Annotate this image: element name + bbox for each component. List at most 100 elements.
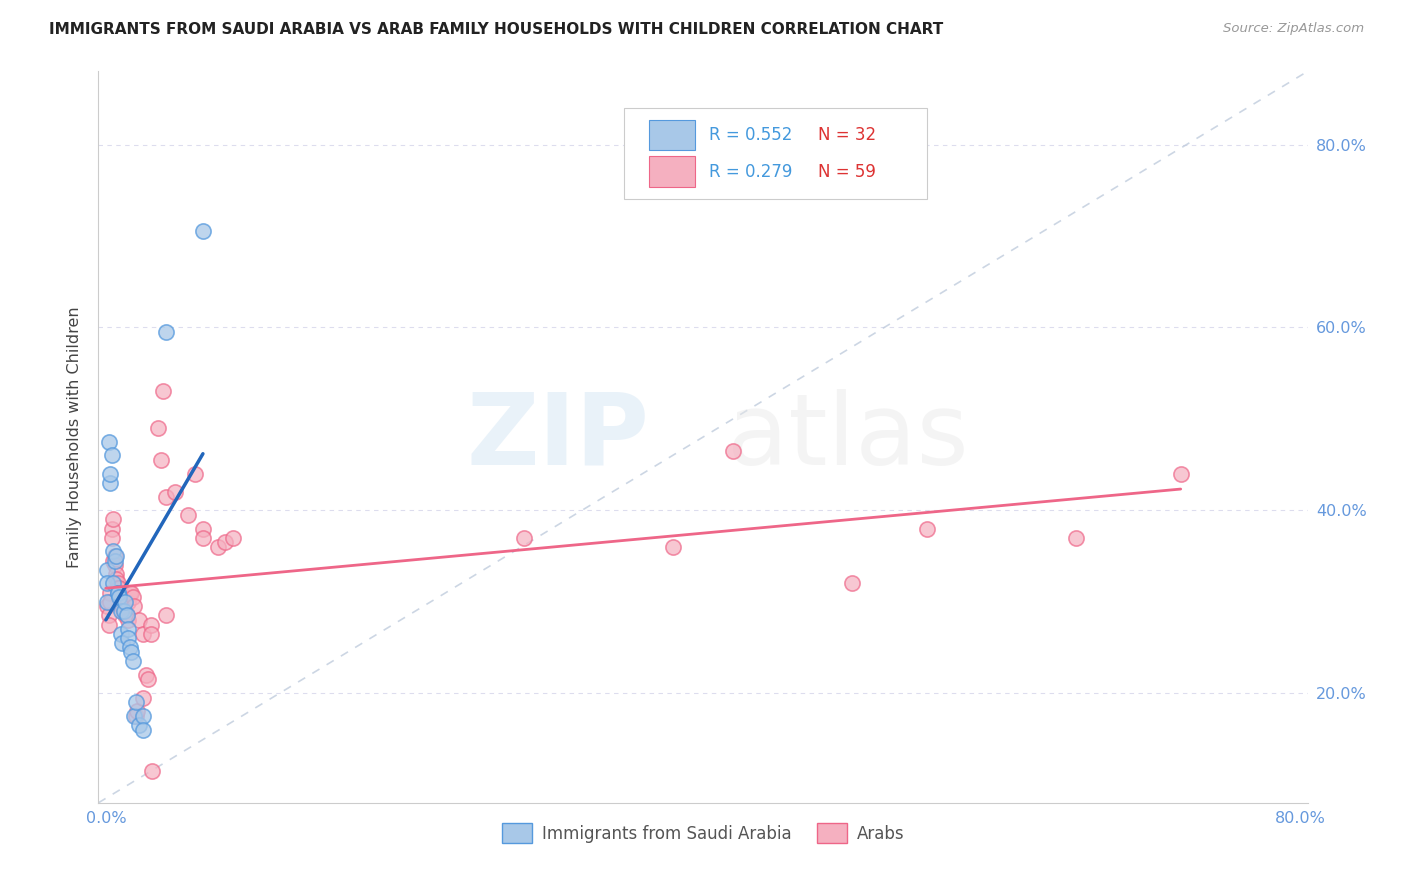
Point	[117, 632, 139, 646]
Point	[103, 512, 125, 526]
Point	[97, 608, 120, 623]
Point	[105, 549, 128, 563]
Point	[132, 709, 155, 723]
Point	[841, 576, 863, 591]
Point	[163, 485, 186, 500]
Point	[191, 521, 214, 535]
Point	[111, 599, 134, 614]
Point	[112, 604, 135, 618]
Point	[139, 626, 162, 640]
Point	[132, 723, 155, 737]
Point	[721, 443, 744, 458]
Point	[915, 521, 938, 535]
Bar	[648, 156, 695, 187]
Point	[136, 673, 159, 687]
Point	[107, 585, 129, 599]
Point	[146, 421, 169, 435]
Point	[125, 695, 148, 709]
FancyBboxPatch shape	[624, 108, 927, 200]
Text: R = 0.552: R = 0.552	[709, 126, 793, 144]
Point	[110, 594, 132, 608]
Point	[1170, 467, 1192, 481]
Point	[104, 553, 127, 567]
Point	[114, 608, 136, 623]
Point	[191, 224, 214, 238]
Point	[103, 544, 125, 558]
Point	[108, 590, 131, 604]
Point	[128, 613, 150, 627]
Legend: Immigrants from Saudi Arabia, Arabs: Immigrants from Saudi Arabia, Arabs	[495, 817, 911, 849]
Point	[98, 594, 121, 608]
Point	[121, 654, 143, 668]
Point	[108, 585, 131, 599]
Point	[214, 535, 236, 549]
Point	[120, 645, 142, 659]
Point	[191, 531, 214, 545]
Point	[110, 604, 132, 618]
Text: Source: ZipAtlas.com: Source: ZipAtlas.com	[1223, 22, 1364, 36]
Point	[155, 325, 177, 339]
Point	[96, 576, 118, 591]
Point	[127, 705, 149, 719]
Point	[97, 434, 120, 449]
Text: ZIP: ZIP	[467, 389, 650, 485]
Point	[122, 599, 145, 614]
Point	[96, 599, 118, 614]
Point	[152, 384, 174, 399]
Point	[135, 667, 157, 681]
Point	[513, 531, 536, 545]
Point	[110, 626, 132, 640]
Point	[177, 508, 200, 522]
Point	[118, 585, 141, 599]
Point	[150, 453, 173, 467]
Point	[120, 585, 142, 599]
Point	[96, 594, 118, 608]
Point	[105, 572, 128, 586]
Point	[125, 709, 148, 723]
Text: N = 32: N = 32	[818, 126, 876, 144]
Point	[184, 467, 207, 481]
Point	[107, 581, 129, 595]
Point	[107, 585, 129, 599]
Point	[108, 581, 131, 595]
Point	[155, 490, 177, 504]
Point	[132, 626, 155, 640]
Point	[155, 608, 177, 623]
Text: R = 0.279: R = 0.279	[709, 162, 793, 180]
Point	[207, 540, 229, 554]
Point	[98, 467, 121, 481]
Point	[222, 531, 245, 545]
Point	[101, 531, 124, 545]
Point	[141, 764, 163, 778]
Point	[122, 709, 145, 723]
Point	[104, 558, 127, 573]
Point	[98, 585, 121, 599]
Point	[662, 540, 685, 554]
Point	[96, 563, 118, 577]
Text: N = 59: N = 59	[818, 162, 876, 180]
Point	[111, 636, 134, 650]
Point	[104, 549, 127, 563]
Point	[132, 690, 155, 705]
Point	[115, 608, 138, 623]
Point	[1064, 531, 1087, 545]
Point	[110, 590, 132, 604]
Point	[101, 521, 124, 535]
Point	[103, 576, 125, 591]
Point	[101, 448, 124, 462]
Text: IMMIGRANTS FROM SAUDI ARABIA VS ARAB FAMILY HOUSEHOLDS WITH CHILDREN CORRELATION: IMMIGRANTS FROM SAUDI ARABIA VS ARAB FAM…	[49, 22, 943, 37]
Point	[105, 567, 128, 582]
Point	[117, 594, 139, 608]
Bar	[648, 120, 695, 151]
Point	[128, 718, 150, 732]
Point	[114, 594, 136, 608]
Point	[115, 608, 138, 623]
Point	[112, 604, 135, 618]
Point	[121, 590, 143, 604]
Point	[139, 617, 162, 632]
Text: atlas: atlas	[727, 389, 969, 485]
Y-axis label: Family Households with Children: Family Households with Children	[67, 306, 83, 568]
Point	[107, 576, 129, 591]
Point	[98, 475, 121, 490]
Point	[97, 617, 120, 632]
